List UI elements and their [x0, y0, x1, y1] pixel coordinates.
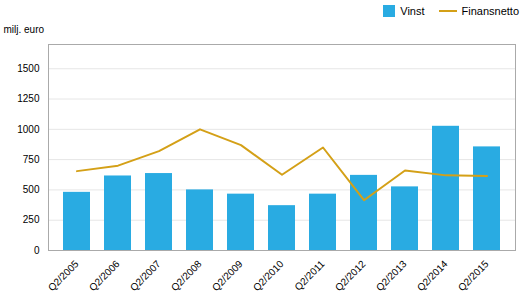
svg-text:Q2/2007: Q2/2007	[128, 258, 163, 293]
svg-text:250: 250	[23, 214, 40, 225]
svg-text:Q2/2006: Q2/2006	[87, 258, 122, 293]
svg-text:Q2/2010: Q2/2010	[251, 258, 286, 293]
html-text:Vinst: Vinst	[400, 5, 425, 17]
svg-text:milj. euro: milj. euro	[4, 24, 45, 35]
svg-text:Q2/2011: Q2/2011	[292, 258, 327, 293]
svg-text:Q2/2014: Q2/2014	[415, 258, 450, 293]
svg-text:Q2/2012: Q2/2012	[333, 258, 368, 293]
svg-text:Q2/2013: Q2/2013	[374, 258, 409, 293]
svg-text:1500: 1500	[17, 63, 40, 74]
svg-text:Q2/2015: Q2/2015	[456, 258, 491, 293]
svg-text:Q2/2009: Q2/2009	[210, 258, 245, 293]
html-text:Finansnetto: Finansnetto	[461, 5, 519, 17]
svg-text:750: 750	[23, 154, 40, 165]
svg-text:Q2/2005: Q2/2005	[46, 258, 81, 293]
svg-text:Q2/2008: Q2/2008	[169, 258, 204, 293]
svg-text:0: 0	[34, 245, 40, 256]
svg-text:500: 500	[23, 184, 40, 195]
svg-text:1000: 1000	[17, 124, 40, 135]
svg-text:1250: 1250	[17, 93, 40, 104]
